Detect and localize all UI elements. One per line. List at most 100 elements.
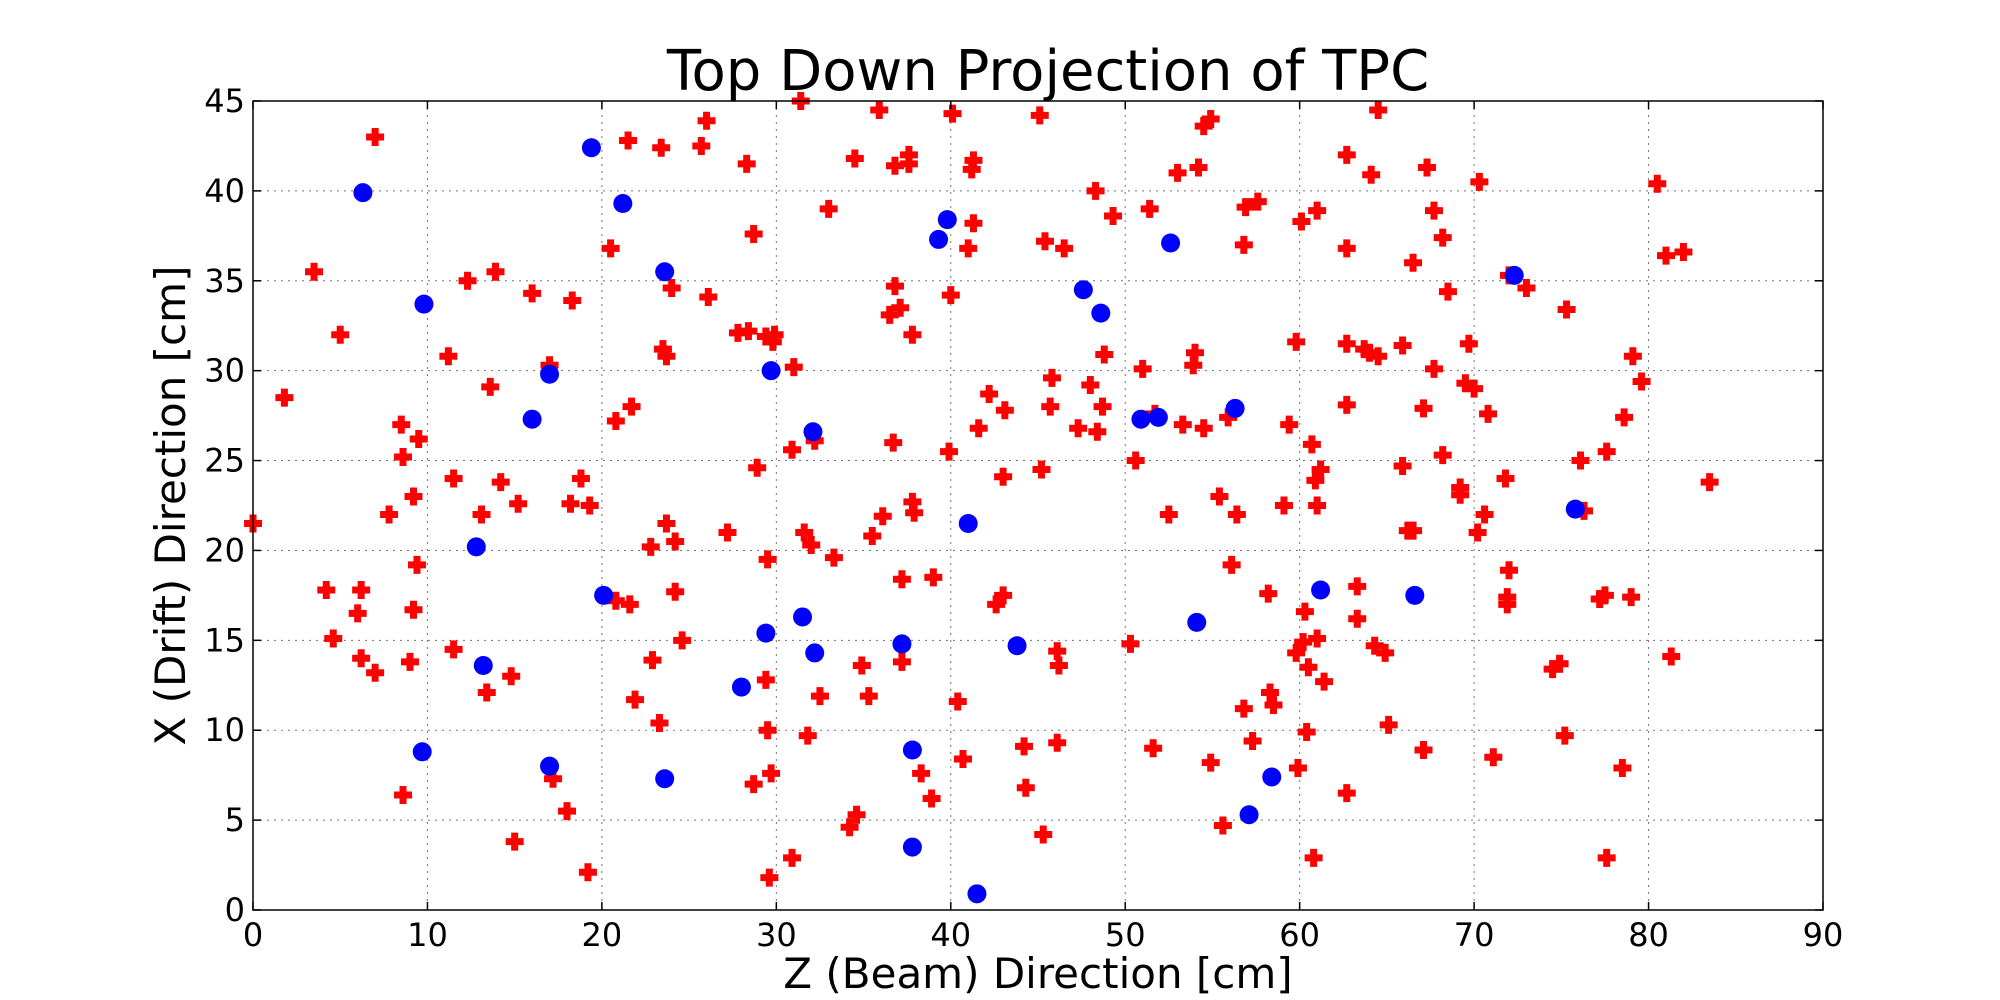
plus-marker (1657, 246, 1675, 265)
circle-marker (1187, 612, 1207, 632)
plus-marker (1280, 415, 1299, 434)
plus-marker (1700, 473, 1719, 492)
plus-marker (1034, 825, 1053, 844)
plus-marker (1144, 739, 1163, 758)
chart-title: Top Down Projection of TPC (666, 39, 1429, 104)
circle-marker (540, 364, 560, 384)
plus-marker (1369, 347, 1388, 366)
plus-marker (458, 271, 477, 290)
plus-marker (941, 286, 960, 305)
circle-marker (1504, 265, 1524, 285)
plus-marker (1121, 634, 1140, 653)
circle-marker (902, 740, 922, 760)
plus-marker (1093, 397, 1112, 416)
x-tick-label: 60 (1279, 916, 1320, 954)
plus-marker (1032, 460, 1051, 479)
plus-marker (1302, 435, 1321, 454)
plus-marker (394, 447, 413, 466)
plus-marker (407, 555, 426, 574)
circle-marker (466, 537, 486, 557)
plus-marker (1662, 647, 1681, 666)
plus-marker (1227, 505, 1246, 524)
plus-marker (275, 388, 294, 407)
plus-marker (486, 262, 505, 281)
plus-marker (1404, 253, 1423, 272)
plus-marker (948, 692, 967, 711)
plus-marker (1210, 487, 1229, 506)
y-tick-label: 45 (204, 82, 245, 120)
plus-marker (819, 199, 838, 218)
plus-marker (1259, 584, 1278, 603)
plus-marker (810, 687, 829, 706)
plus-marker (1292, 212, 1311, 231)
plus-marker (643, 651, 662, 670)
plus-marker (505, 832, 524, 851)
data-marks (244, 92, 1719, 904)
plus-marker (969, 419, 988, 438)
plus-marker (1042, 368, 1061, 387)
plus-marker (899, 145, 918, 164)
plus-marker (1274, 496, 1293, 515)
plus-marker (892, 570, 911, 589)
plus-marker (994, 467, 1013, 486)
y-axis-label: X (Drift) Direction [cm] (146, 266, 195, 746)
plus-marker (845, 149, 864, 168)
plus-marker (884, 433, 903, 452)
plus-marker (392, 415, 411, 434)
plus-marker (1418, 158, 1437, 177)
y-tick-label: 40 (204, 172, 245, 210)
plus-marker (1369, 100, 1388, 119)
plus-marker (366, 127, 385, 146)
plus-marker (995, 401, 1014, 420)
plus-marker (1376, 643, 1395, 662)
circle-marker (1565, 499, 1585, 519)
x-tick-label: 70 (1454, 916, 1495, 954)
plus-marker (784, 358, 803, 377)
plus-marker (491, 473, 510, 492)
plus-marker (1095, 345, 1114, 364)
plus-marker (580, 496, 599, 515)
plus-marker (317, 580, 336, 599)
plus-marker (1414, 399, 1433, 418)
plus-marker (1517, 278, 1536, 297)
circle-marker (1007, 636, 1027, 656)
circle-marker (655, 262, 675, 282)
plus-marker (366, 663, 385, 682)
y-tick-label: 20 (204, 531, 245, 569)
plus-marker (1337, 784, 1356, 803)
plus-marker (331, 325, 350, 344)
plus-marker (1055, 239, 1074, 258)
plus-marker (1498, 595, 1517, 614)
circle-marker (522, 409, 542, 429)
plus-marker (305, 262, 324, 281)
plus-marker (783, 848, 802, 867)
plus-marker (324, 629, 343, 648)
plus-marker (1295, 602, 1314, 621)
plus-marker (1365, 636, 1384, 655)
plus-marker (1337, 239, 1356, 258)
plus-marker (802, 536, 821, 555)
plus-marker (1294, 633, 1313, 652)
plus-marker (763, 332, 782, 351)
circle-marker (414, 294, 434, 314)
plus-marker (1348, 609, 1367, 628)
plus-marker (1194, 419, 1213, 438)
plus-marker (1362, 165, 1381, 184)
plus-marker (692, 136, 711, 155)
plus-marker (652, 138, 671, 157)
plus-marker (1086, 181, 1105, 200)
plus-marker (1016, 778, 1035, 797)
circle-marker (892, 634, 912, 654)
plus-marker (1088, 422, 1107, 441)
circle-marker (761, 361, 781, 381)
plus-marker (852, 656, 871, 675)
plus-marker (1613, 758, 1632, 777)
plus-marker (1173, 415, 1192, 434)
plus-marker (943, 104, 962, 123)
plus-marker (697, 111, 716, 130)
plus-marker (1674, 243, 1693, 262)
plus-marker (1500, 561, 1518, 580)
plus-marker (1424, 201, 1443, 220)
plus-marker (756, 670, 775, 689)
plus-marker (641, 537, 660, 556)
